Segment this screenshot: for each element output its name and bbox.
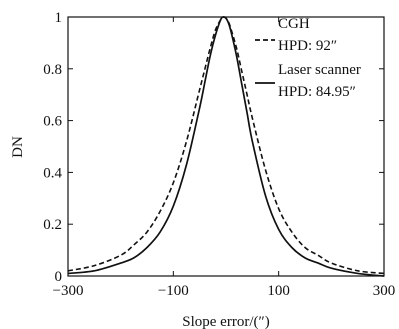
y-tick-label: 0.6 — [43, 114, 62, 130]
y-tick-label: 0 — [55, 269, 63, 285]
y-axis-label: DN — [10, 136, 26, 158]
x-tick-label: 100 — [267, 283, 290, 299]
series-layer — [67, 16, 385, 277]
legend-series-name: Laser scanner — [278, 62, 361, 78]
y-tick-label: 0.4 — [43, 165, 62, 181]
plot-frame — [67, 16, 385, 277]
x-tick-label: −300 — [53, 283, 84, 299]
series-line-laser-scanner — [67, 16, 385, 277]
y-tick-label: 0.2 — [43, 217, 62, 233]
y-tick-label: 0.8 — [43, 62, 62, 78]
x-axis-label: Slope error/(″) — [182, 314, 269, 329]
x-tick-label: 300 — [373, 283, 396, 299]
y-tick-label: 1 — [55, 10, 63, 26]
legend: CGH HPD: 92″ Laser scanner HPD: 84.95″ — [255, 16, 361, 100]
legend-series-name: CGH — [278, 16, 310, 32]
axis-ticks: −300 −100 100 300 0 0.2 0.4 0.6 0.8 1 — [43, 10, 395, 299]
legend-hpd-label: HPD: 84.95″ — [278, 84, 356, 100]
x-tick-label: −100 — [158, 283, 189, 299]
series-line-cgh — [67, 16, 385, 275]
legend-hpd-label: HPD: 92″ — [278, 38, 337, 54]
